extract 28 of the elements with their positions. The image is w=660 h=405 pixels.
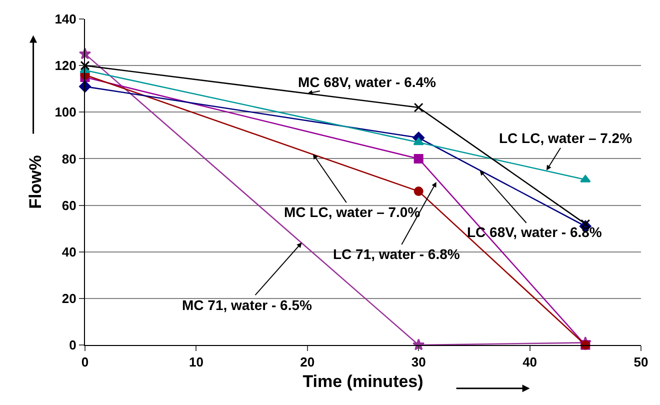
point	[414, 186, 424, 196]
x-tick-label: 50	[634, 354, 648, 370]
point	[413, 138, 424, 146]
x-tick-label: 40	[522, 354, 538, 370]
annotation: MC 71, water - 6.5%	[182, 297, 312, 313]
x-tick-label: 0	[81, 354, 89, 370]
x-tick-label: 10	[188, 354, 204, 370]
x-tick-label: 20	[300, 354, 315, 370]
y-tick-label: 140	[54, 12, 76, 27]
y-tick-label: 100	[54, 104, 76, 120]
point	[414, 154, 424, 164]
y-tick-label: 20	[62, 290, 76, 306]
point	[80, 60, 90, 70]
y-tick-label: 40	[62, 244, 76, 260]
annotation: MC LC, water – 7.0%	[284, 204, 421, 220]
x-axis-title: Time (minutes)	[302, 372, 424, 391]
point	[580, 174, 591, 182]
y-tick-label: 80	[62, 151, 76, 166]
annotation: LC 68V, water - 6.8%	[467, 224, 602, 240]
annotation: LC LC, water – 7.2%	[499, 130, 633, 146]
annotation: MC 68V, water - 6.4%	[298, 74, 437, 90]
x-tick-label: 30	[411, 354, 426, 370]
y-tick-label: 120	[54, 58, 76, 74]
annotation: LC 71, water - 6.8%	[333, 246, 460, 262]
y-tick-label: 0	[69, 338, 76, 353]
y-tick-label: 60	[62, 198, 76, 213]
y-axis-title: Flow%	[26, 155, 46, 209]
point	[414, 102, 424, 112]
